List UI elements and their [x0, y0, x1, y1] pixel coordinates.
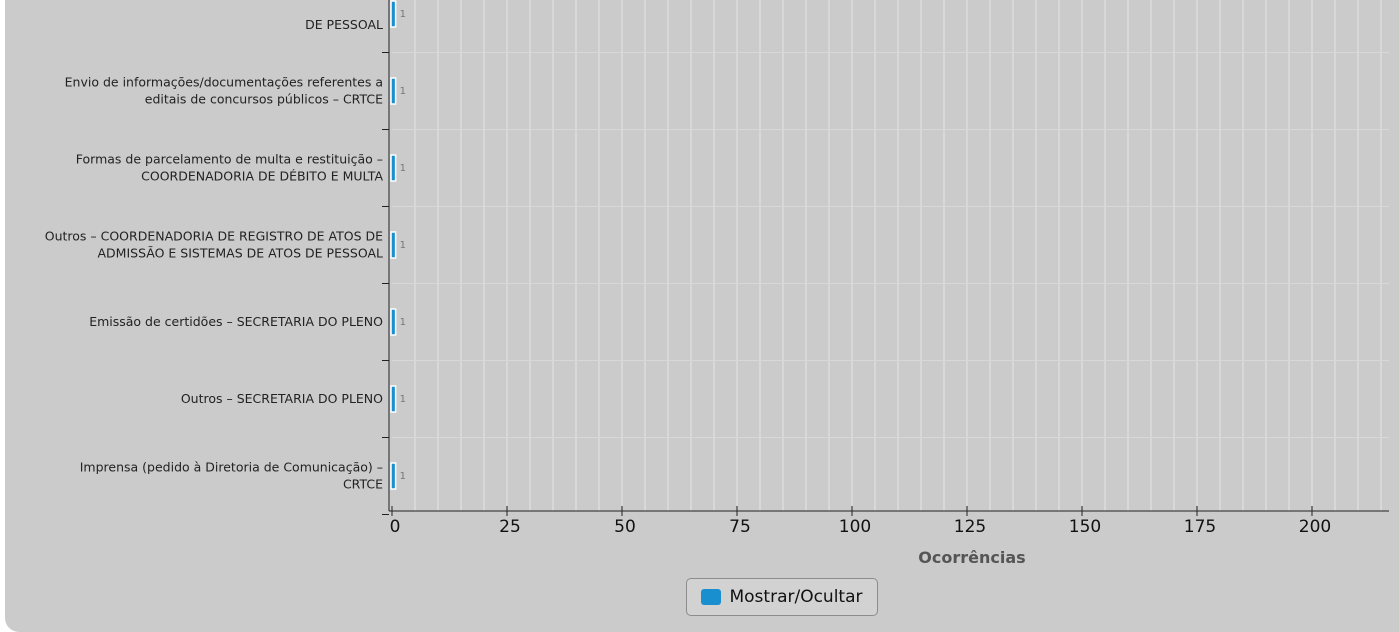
bar[interactable] — [390, 385, 397, 413]
category-label: Imprensa (pedido à Diretoria de Comunica… — [80, 460, 383, 492]
data-label: 1 — [400, 163, 406, 174]
data-label: 1 — [400, 394, 406, 405]
category-label: Outros – COORDENADORIA DE REGISTRO DE AT… — [45, 229, 383, 261]
legend-toggle-button[interactable]: Mostrar/Ocultar — [686, 578, 878, 616]
bar[interactable] — [390, 77, 397, 105]
axes — [382, 0, 1389, 516]
data-label: 1 — [400, 317, 406, 328]
category-labels: DE PESSOAL Envio de informações/documenta… — [45, 17, 384, 492]
x-tick-label: 100 — [839, 517, 871, 537]
category-label: Envio de informações/documentações refer… — [65, 75, 383, 107]
x-tick-label: 200 — [1299, 517, 1331, 537]
data-label: 1 — [400, 240, 406, 251]
bar[interactable] — [390, 308, 397, 336]
category-label: Formas de parcelamento de multa e restit… — [76, 152, 384, 184]
bar[interactable] — [390, 154, 397, 182]
x-tick-label: 75 — [729, 517, 751, 537]
x-tick-label: 175 — [1184, 517, 1216, 537]
x-tick-label: 0 — [390, 517, 401, 537]
x-tick-label: 50 — [614, 517, 636, 537]
data-label: 1 — [400, 9, 406, 20]
bars: 1 1 1 1 1 1 1 — [390, 0, 406, 490]
category-label: Emissão de certidões – SECRETARIA DO PLE… — [89, 314, 383, 329]
x-tick-label: 150 — [1069, 517, 1101, 537]
x-tick-labels: 0 25 50 75 100 125 150 175 200 — [390, 517, 1332, 537]
bar[interactable] — [390, 462, 397, 490]
x-tick-label: 25 — [499, 517, 521, 537]
x-tick-label: 125 — [954, 517, 986, 537]
data-label: 1 — [400, 471, 406, 482]
chart-panel — [5, 0, 1399, 632]
category-label: DE PESSOAL — [305, 17, 383, 32]
bar[interactable] — [390, 231, 397, 259]
legend-label: Mostrar/Ocultar — [729, 587, 863, 607]
category-label: Outros – SECRETARIA DO PLENO — [181, 391, 383, 406]
gridlines — [392, 0, 1389, 511]
bar[interactable] — [390, 0, 397, 28]
legend-swatch — [701, 589, 722, 605]
data-label: 1 — [400, 86, 406, 97]
x-axis-title: Ocorrências — [918, 548, 1025, 567]
